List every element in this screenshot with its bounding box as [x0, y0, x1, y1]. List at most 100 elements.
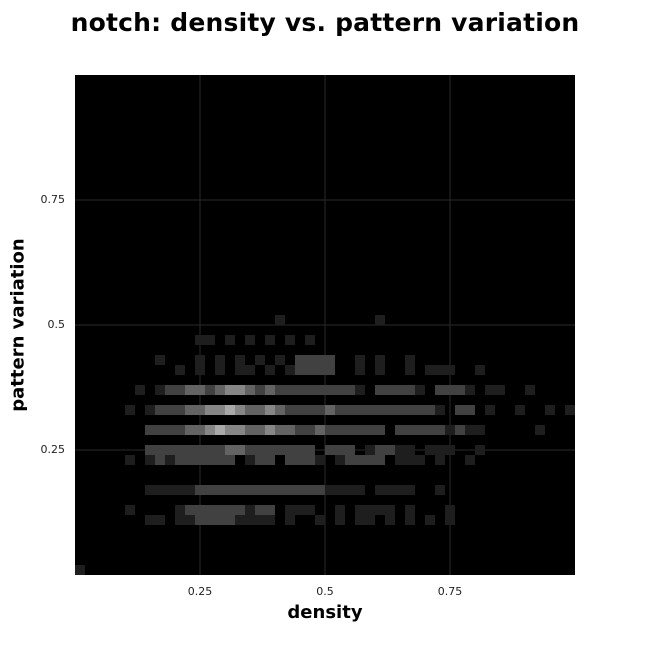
heatmap-cell-230 — [175, 505, 185, 515]
x-tick-label-2: 0.75 — [437, 585, 463, 598]
heatmap-cell-164 — [335, 445, 345, 455]
heatmap-cell-180 — [185, 455, 195, 465]
heatmap-cell-156 — [245, 445, 255, 455]
heatmap-cell-102 — [405, 405, 415, 415]
heatmap-cell-41 — [135, 385, 145, 395]
heatmap-cell-226 — [395, 485, 405, 495]
heatmap-cell-58 — [315, 385, 325, 395]
heatmap-cell-248 — [405, 505, 415, 515]
heatmap-cell-88 — [265, 405, 275, 415]
heatmap-cell-34 — [355, 365, 365, 375]
heatmap-cell-140 — [435, 425, 445, 435]
heatmap-cell-173 — [445, 445, 455, 455]
heatmap-cell-95 — [335, 405, 345, 415]
heatmap-cell-147 — [155, 445, 165, 455]
heatmap-cell-139 — [425, 425, 435, 435]
heatmap-cell-50 — [235, 385, 245, 395]
heatmap-cell-120 — [225, 425, 235, 435]
heatmap-cell-73 — [495, 385, 505, 395]
heatmap-cell-210 — [225, 485, 235, 495]
heatmap-cell-51 — [245, 385, 255, 395]
heatmap-cell-213 — [255, 485, 265, 495]
heatmap-cell-87 — [255, 405, 265, 415]
heatmap-cell-43 — [165, 385, 175, 395]
heatmap-cell-38 — [435, 365, 445, 375]
heatmap-cell-7 — [265, 335, 275, 345]
grid-layer — [75, 75, 575, 575]
heatmap-cell-201 — [465, 455, 475, 465]
heatmap-cell-220 — [325, 485, 335, 495]
heatmap-cell-117 — [195, 425, 205, 435]
heatmap-cell-119 — [215, 425, 225, 435]
heatmap-cell-70 — [455, 385, 465, 395]
heatmap-cell-254 — [195, 515, 205, 525]
heatmap-cell-79 — [175, 405, 185, 415]
heatmap-cell-190 — [305, 455, 315, 465]
heatmap-cell-16 — [295, 355, 305, 365]
heatmap-cell-270 — [445, 515, 455, 525]
cell-layer — [75, 315, 575, 575]
heatmap-cell-247 — [385, 505, 395, 515]
heatmap-cell-253 — [185, 515, 195, 525]
heatmap-cell-81 — [195, 405, 205, 415]
heatmap-cell-57 — [305, 385, 315, 395]
heatmap-cell-216 — [285, 485, 295, 495]
heatmap-cell-241 — [295, 505, 305, 515]
heatmap-cell-177 — [155, 455, 165, 465]
heatmap-cell-260 — [255, 515, 265, 525]
heatmap-cell-36 — [405, 365, 415, 375]
heatmap-cell-14 — [255, 355, 265, 365]
heatmap-cell-235 — [225, 505, 235, 515]
heatmap-cell-204 — [165, 485, 175, 495]
heatmap-cell-5 — [225, 335, 235, 345]
heatmap-cell-124 — [265, 425, 275, 435]
heatmap-cell-86 — [245, 405, 255, 415]
heatmap-cell-78 — [165, 405, 175, 415]
heatmap-cell-46 — [195, 385, 205, 395]
heatmap-cell-222 — [345, 485, 355, 495]
heatmap-cell-61 — [345, 385, 355, 395]
heatmap-cell-208 — [205, 485, 215, 495]
heatmap-cell-184 — [225, 455, 235, 465]
heatmap-cell-62 — [355, 385, 365, 395]
heatmap-cell-32 — [315, 365, 325, 375]
heatmap-cell-146 — [145, 445, 155, 455]
heatmap-cell-202 — [145, 485, 155, 495]
heatmap-cell-175 — [125, 455, 135, 465]
heatmap-cell-110 — [545, 405, 555, 415]
heatmap-cell-21 — [375, 355, 385, 365]
heatmap-cell-237 — [245, 505, 255, 515]
heatmap-cell-264 — [335, 515, 345, 525]
heatmap-cell-163 — [325, 445, 335, 455]
y-tick-label-1: 0.5 — [47, 318, 66, 331]
heatmap-cell-122 — [245, 425, 255, 435]
heatmap-cell-108 — [485, 405, 495, 415]
heatmap-cell-106 — [455, 405, 465, 415]
heatmap-cell-269 — [425, 515, 435, 525]
heatmap-cell-206 — [185, 485, 195, 495]
heatmap-cell-31 — [305, 365, 315, 375]
heatmap-cell-116 — [185, 425, 195, 435]
heatmap-cell-240 — [285, 505, 295, 515]
heatmap-cell-186 — [255, 455, 265, 465]
heatmap-cell-18 — [315, 355, 325, 365]
heatmap-cell-0 — [75, 565, 85, 575]
heatmap-cell-56 — [295, 385, 305, 395]
heatmap-cell-143 — [465, 425, 475, 435]
heatmap-cell-103 — [415, 405, 425, 415]
heatmap-cell-197 — [395, 455, 405, 465]
heatmap-cell-22 — [405, 355, 415, 365]
heatmap-cell-131 — [335, 425, 345, 435]
heatmap-cell-69 — [445, 385, 455, 395]
heatmap-cell-109 — [515, 405, 525, 415]
heatmap-cell-80 — [185, 405, 195, 415]
heatmap-cell-154 — [225, 445, 235, 455]
heatmap-cell-111 — [565, 405, 575, 415]
heatmap-cell-256 — [215, 515, 225, 525]
heatmap-cell-137 — [405, 425, 415, 435]
heatmap-cell-152 — [205, 445, 215, 455]
heatmap-cell-196 — [375, 455, 385, 465]
heatmap-cell-219 — [315, 485, 325, 495]
heatmap-cell-12 — [215, 355, 225, 365]
